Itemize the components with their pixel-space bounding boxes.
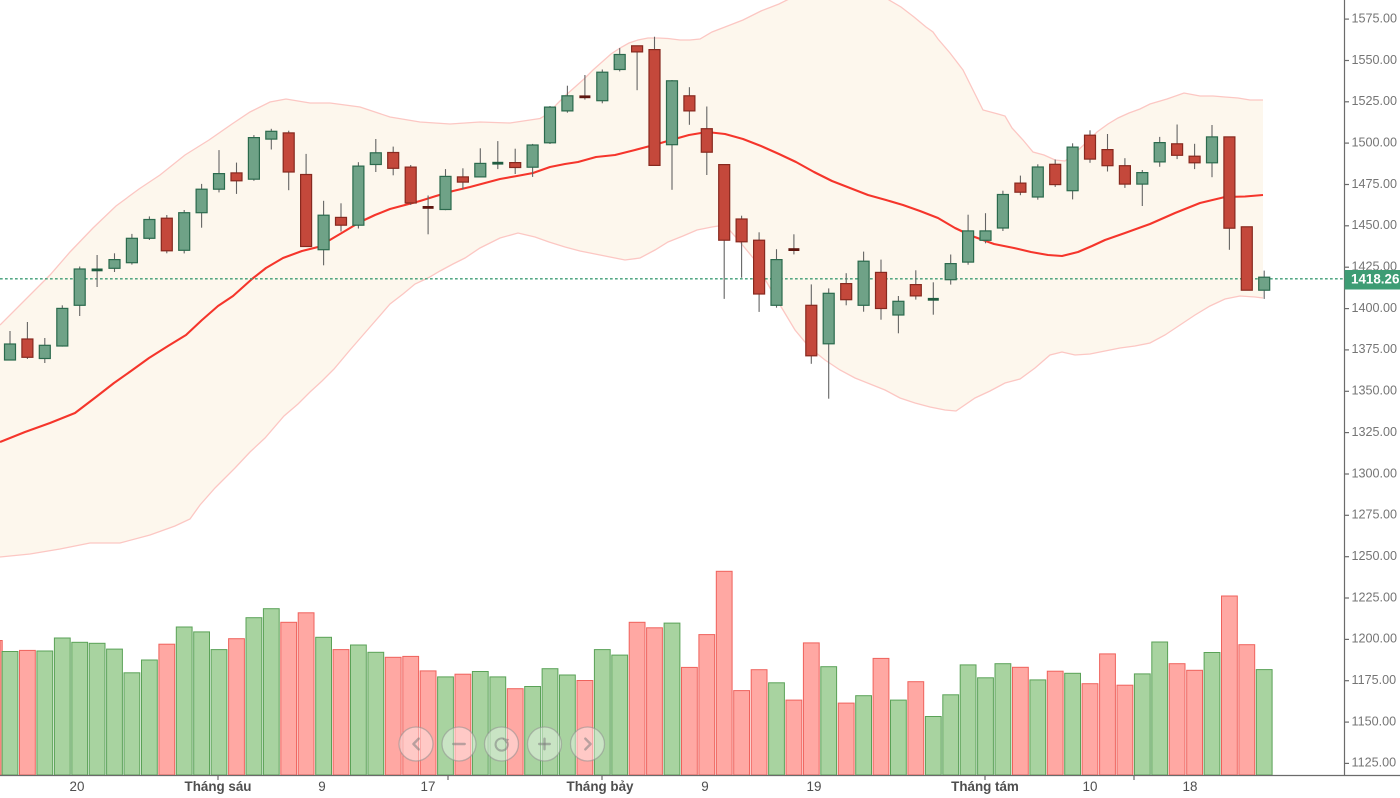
svg-text:1225.00: 1225.00 [1352,590,1398,604]
svg-text:10: 10 [1083,779,1098,794]
svg-text:9: 9 [701,779,708,794]
svg-text:1500.00: 1500.00 [1352,135,1398,149]
svg-text:1250.00: 1250.00 [1352,549,1398,563]
svg-text:1375.00: 1375.00 [1352,342,1398,356]
svg-text:Tháng tám: Tháng tám [951,779,1019,794]
svg-text:19: 19 [807,779,822,794]
svg-text:1275.00: 1275.00 [1352,508,1398,522]
svg-text:Tháng bảy: Tháng bảy [567,779,635,794]
svg-text:1418.26: 1418.26 [1351,272,1399,287]
svg-text:17: 17 [421,779,436,794]
svg-text:1525.00: 1525.00 [1352,94,1398,108]
svg-text:20: 20 [70,779,85,794]
svg-text:1450.00: 1450.00 [1352,218,1398,232]
svg-text:18: 18 [1183,779,1198,794]
svg-text:1175.00: 1175.00 [1352,673,1397,687]
svg-text:1300.00: 1300.00 [1352,466,1398,480]
svg-text:1350.00: 1350.00 [1352,384,1398,398]
svg-text:1325.00: 1325.00 [1352,425,1398,439]
svg-text:1550.00: 1550.00 [1352,53,1398,67]
svg-text:1200.00: 1200.00 [1352,632,1398,646]
svg-text:Tháng sáu: Tháng sáu [185,779,252,794]
svg-text:1400.00: 1400.00 [1352,301,1398,315]
svg-text:1125.00: 1125.00 [1352,756,1397,770]
svg-text:1575.00: 1575.00 [1352,11,1398,25]
svg-text:1150.00: 1150.00 [1352,714,1397,728]
svg-text:9: 9 [318,779,325,794]
svg-text:1475.00: 1475.00 [1352,177,1398,191]
